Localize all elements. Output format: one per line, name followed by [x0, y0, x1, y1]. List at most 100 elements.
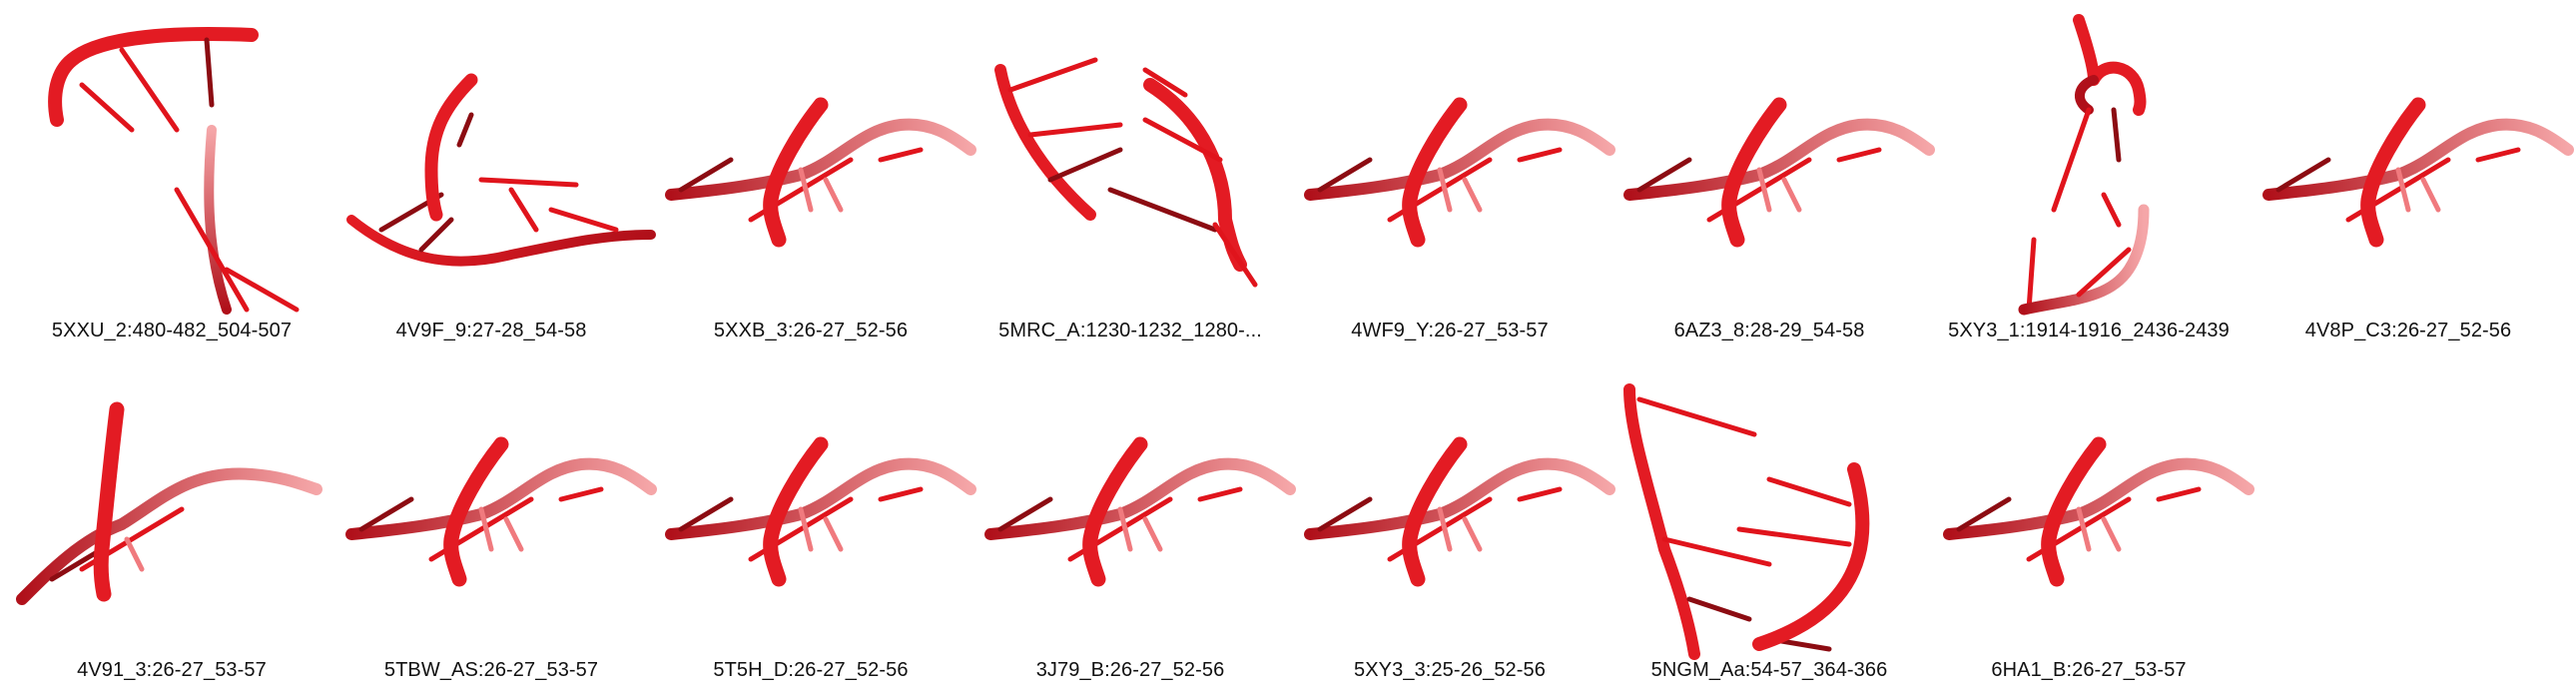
- backbone-strand-right: [1752, 462, 1870, 651]
- base-stick: [678, 157, 734, 193]
- base-stick: [1462, 516, 1483, 552]
- backbone-strand-pale: [16, 467, 322, 605]
- base-stick: [798, 506, 814, 552]
- base-stick: [1212, 222, 1258, 288]
- backbone-strand-dark: [2360, 97, 2426, 248]
- base-stick: [2076, 247, 2132, 298]
- backbone-strand-dark: [93, 401, 125, 602]
- rna-structure-render: [345, 436, 657, 587]
- base-stick: [456, 112, 474, 148]
- rna-structure-render: [1304, 436, 1615, 587]
- structure-cell: 5XXU_2:480-482_504-507: [12, 10, 331, 350]
- base-stick: [1517, 147, 1563, 163]
- base-stick: [508, 187, 539, 233]
- base-stick: [1462, 177, 1483, 213]
- structure-cell: 5T5H_D:26-27_52-56: [651, 350, 976, 689]
- rna-structure-render: [16, 401, 322, 605]
- base-stick: [1117, 506, 1133, 552]
- base-stick: [2395, 167, 2411, 213]
- base-stick: [2101, 192, 2122, 228]
- base-stick: [798, 167, 814, 213]
- rna-structure-render: [665, 97, 976, 248]
- structure-caption: 5XY3_3:25-26_52-56: [1354, 659, 1546, 681]
- backbone-strand-dark: [763, 436, 829, 587]
- structure-cell: 5NGM_Aa:54-57_364-366: [1610, 350, 1929, 689]
- backbone-strand-pale: [1304, 457, 1615, 540]
- backbone-strand-pale: [665, 118, 976, 201]
- base-stick: [478, 506, 494, 552]
- rna-structure-render: [984, 436, 1296, 587]
- base-stick: [358, 496, 414, 532]
- base-stick: [1047, 147, 1123, 183]
- structure-caption: 5XXU_2:480-482_504-507: [51, 320, 293, 342]
- backbone-strand-pale: [345, 457, 657, 540]
- backbone-strand-lower: [204, 125, 232, 315]
- base-stick: [1686, 596, 1752, 622]
- backbone-strand-dark: [1721, 97, 1787, 248]
- base-stick: [1756, 167, 1772, 213]
- base-stick: [1007, 57, 1098, 93]
- backbone-strand-pale: [1943, 457, 2254, 540]
- structure-caption: 5NGM_Aa:54-57_364-366: [1650, 659, 1888, 681]
- backbone-strand-dark: [1082, 436, 1148, 587]
- backbone-strand-left: [994, 64, 1096, 221]
- base-stick: [478, 177, 579, 188]
- base-stick: [2111, 107, 2122, 163]
- backbone-strand-hook: [2073, 14, 2147, 116]
- structure-caption: 5T5H_D:26-27_52-56: [713, 659, 909, 681]
- rna-structure-render: [2262, 97, 2574, 248]
- structure-cell: 5MRC_A:1230-1232_1280-...: [970, 10, 1290, 350]
- structure-caption: 4V8P_C3:26-27_52-56: [2304, 320, 2512, 342]
- base-stick: [418, 217, 454, 253]
- base-stick: [1517, 486, 1563, 502]
- base-stick: [1142, 516, 1163, 552]
- base-stick: [224, 267, 300, 313]
- rna-structure-render: [1943, 436, 2254, 587]
- base-stick: [548, 207, 619, 233]
- base-stick: [79, 82, 135, 133]
- backbone-strand-pale: [1304, 118, 1615, 201]
- base-stick: [1836, 147, 1882, 163]
- backbone-strand-dark: [1402, 97, 1468, 248]
- base-stick: [997, 496, 1053, 532]
- base-stick: [2076, 506, 2092, 552]
- backbone-strand-hook: [48, 27, 259, 127]
- structure-caption: 5XXB_3:26-27_52-56: [713, 320, 909, 342]
- base-stick: [1317, 496, 1373, 532]
- base-stick: [1636, 396, 1757, 437]
- base-stick: [1107, 187, 1218, 233]
- structure-cell: 6AZ3_8:28-29_54-58: [1610, 10, 1935, 350]
- base-stick: [823, 177, 844, 213]
- structure-caption: 3J79_B:26-27_52-56: [1035, 659, 1225, 681]
- structure-caption: 4V91_3:26-27_53-57: [77, 659, 267, 681]
- rna-structure-render: [1304, 97, 1615, 248]
- base-stick: [174, 187, 250, 313]
- base-stick: [1437, 167, 1453, 213]
- base-stick: [1197, 486, 1243, 502]
- backbone-strand-upper: [424, 73, 478, 222]
- structure-cell: 5TBW_AS:26-27_53-57: [331, 350, 657, 689]
- structure-caption: 6AZ3_8:28-29_54-58: [1673, 320, 1865, 342]
- structure-caption: 4V9F_9:27-28_54-58: [395, 320, 587, 342]
- backbone-strand-pale: [665, 457, 976, 540]
- base-stick: [124, 536, 145, 572]
- backbone-strand-pale: [2262, 118, 2574, 201]
- rna-structure-render: [2018, 14, 2150, 316]
- base-stick: [558, 486, 604, 502]
- base-stick: [2101, 516, 2122, 552]
- backbone-strand-pale: [984, 457, 1296, 540]
- rna-structure-render: [346, 73, 656, 267]
- base-stick: [678, 496, 734, 532]
- structure-cell: 4WF9_Y:26-27_53-57: [1290, 10, 1615, 350]
- base-stick: [503, 516, 524, 552]
- structure-cell: 4V8P_C3:26-27_52-56: [2249, 10, 2574, 350]
- base-stick: [2420, 177, 2441, 213]
- base-stick: [1781, 177, 1802, 213]
- structure-cell: 4V91_3:26-27_53-57: [12, 350, 331, 689]
- base-stick: [2026, 237, 2037, 313]
- base-stick: [2156, 486, 2202, 502]
- rna-structure-render: [1623, 383, 1870, 660]
- base-stick: [1027, 122, 1123, 138]
- structure-cell: 4V9F_9:27-28_54-58: [331, 10, 656, 350]
